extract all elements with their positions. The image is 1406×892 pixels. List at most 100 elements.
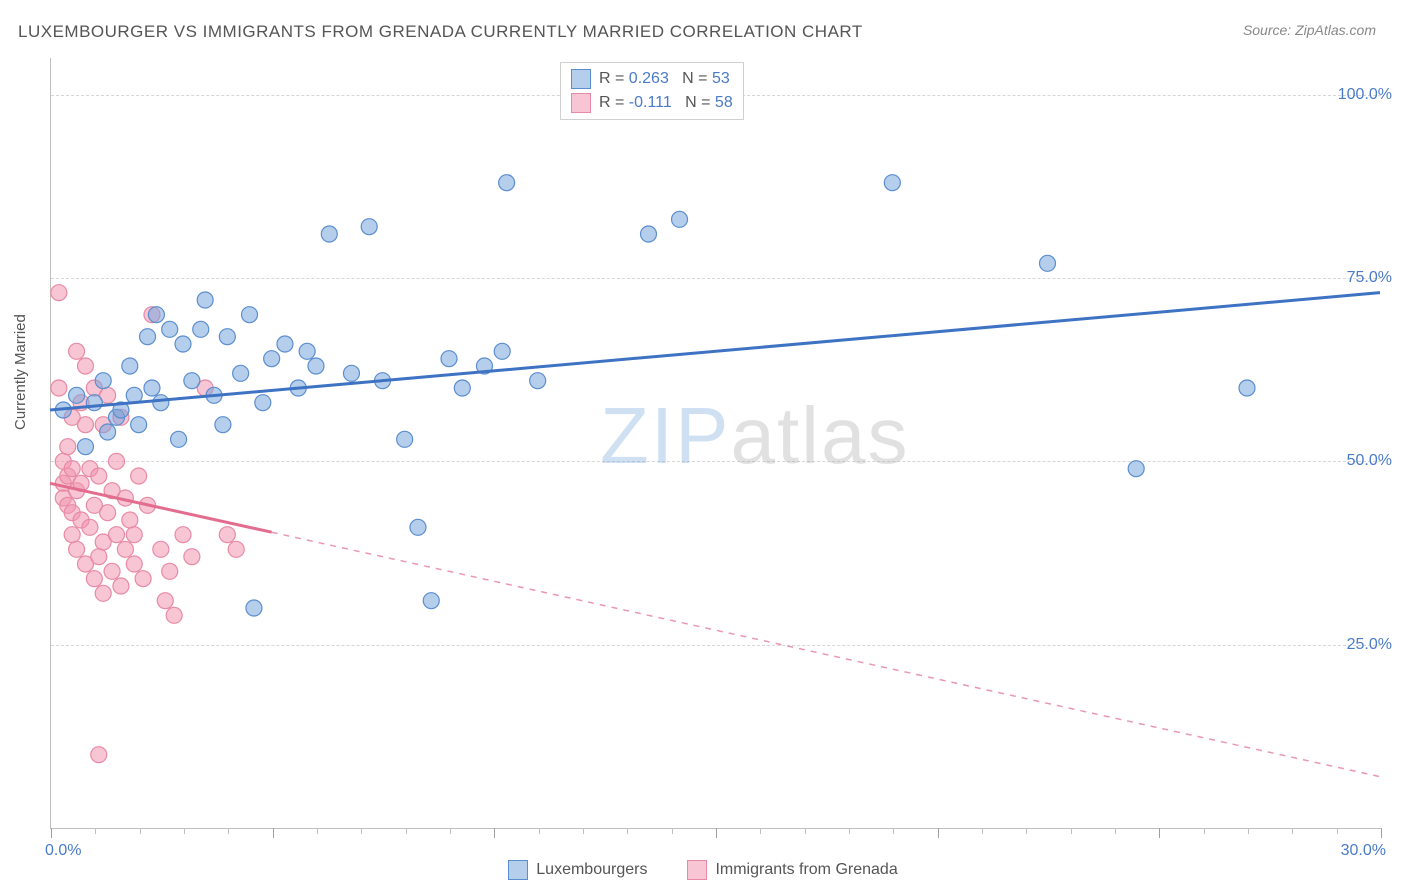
scatter-point xyxy=(423,593,439,609)
x-tick-major xyxy=(51,828,52,838)
x-tick-minor xyxy=(760,828,761,834)
scatter-point xyxy=(246,600,262,616)
x-tick-major xyxy=(494,828,495,838)
scatter-point xyxy=(51,285,67,301)
scatter-point xyxy=(91,549,107,565)
scatter-point xyxy=(69,343,85,359)
x-tick-minor xyxy=(228,828,229,834)
x-tick-minor xyxy=(1292,828,1293,834)
scatter-point xyxy=(277,336,293,352)
scatter-point xyxy=(233,365,249,381)
scatter-point xyxy=(166,607,182,623)
x-tick-minor xyxy=(317,828,318,834)
scatter-point xyxy=(175,336,191,352)
x-tick-major xyxy=(1159,828,1160,838)
scatter-point xyxy=(184,549,200,565)
legend-text: R = -0.111 N = 58 xyxy=(599,94,733,112)
scatter-point xyxy=(410,519,426,535)
scatter-point xyxy=(64,461,80,477)
legend-bottom-label: Luxembourgers xyxy=(536,861,647,879)
scatter-point xyxy=(162,321,178,337)
legend-top: R = 0.263 N = 53R = -0.111 N = 58 xyxy=(560,62,744,120)
scatter-point xyxy=(131,468,147,484)
scatter-point xyxy=(454,380,470,396)
x-tick-major xyxy=(1381,828,1382,838)
x-tick-minor xyxy=(184,828,185,834)
legend-bottom-item: Luxembourgers xyxy=(508,860,647,880)
x-tick-minor xyxy=(1337,828,1338,834)
scatter-point xyxy=(228,541,244,557)
scatter-point xyxy=(299,343,315,359)
scatter-point xyxy=(1239,380,1255,396)
scatter-point xyxy=(1040,255,1056,271)
legend-bottom-item: Immigrants from Grenada xyxy=(687,860,897,880)
legend-row: R = -0.111 N = 58 xyxy=(571,91,733,115)
scatter-point xyxy=(100,505,116,521)
scatter-point xyxy=(91,468,107,484)
chart-svg xyxy=(50,58,1380,828)
chart-title: LUXEMBOURGER VS IMMIGRANTS FROM GRENADA … xyxy=(18,22,863,42)
x-tick-label-left: 0.0% xyxy=(45,842,81,860)
scatter-point xyxy=(77,358,93,374)
scatter-point xyxy=(122,512,138,528)
scatter-point xyxy=(86,395,102,411)
scatter-point xyxy=(86,571,102,587)
scatter-point xyxy=(494,343,510,359)
scatter-point xyxy=(95,585,111,601)
scatter-point xyxy=(255,395,271,411)
x-tick-minor xyxy=(1248,828,1249,834)
scatter-point xyxy=(144,380,160,396)
scatter-point xyxy=(113,578,129,594)
y-axis-label: Currently Married xyxy=(12,314,29,430)
legend-swatch xyxy=(571,93,591,113)
legend-bottom-label: Immigrants from Grenada xyxy=(715,861,897,879)
scatter-point xyxy=(215,417,231,433)
legend-swatch xyxy=(508,860,528,880)
x-tick-minor xyxy=(1071,828,1072,834)
x-tick-minor xyxy=(583,828,584,834)
scatter-point xyxy=(51,380,67,396)
x-tick-minor xyxy=(1026,828,1027,834)
scatter-point xyxy=(162,563,178,579)
scatter-point xyxy=(361,219,377,235)
scatter-point xyxy=(148,307,164,323)
scatter-point xyxy=(60,439,76,455)
scatter-point xyxy=(135,571,151,587)
scatter-point xyxy=(441,351,457,367)
scatter-point xyxy=(109,527,125,543)
x-tick-minor xyxy=(1204,828,1205,834)
scatter-point xyxy=(153,541,169,557)
scatter-point xyxy=(122,358,138,374)
x-tick-minor xyxy=(361,828,362,834)
scatter-point xyxy=(91,747,107,763)
scatter-point xyxy=(100,424,116,440)
legend-swatch xyxy=(571,69,591,89)
scatter-point xyxy=(219,329,235,345)
scatter-point xyxy=(175,527,191,543)
scatter-point xyxy=(95,373,111,389)
x-tick-minor xyxy=(406,828,407,834)
scatter-point xyxy=(82,519,98,535)
scatter-point xyxy=(104,563,120,579)
scatter-point xyxy=(264,351,280,367)
x-tick-minor xyxy=(849,828,850,834)
scatter-point xyxy=(184,373,200,389)
scatter-point xyxy=(126,527,142,543)
scatter-point xyxy=(242,307,258,323)
x-tick-minor xyxy=(982,828,983,834)
scatter-point xyxy=(1128,461,1144,477)
y-tick-label: 25.0% xyxy=(1347,636,1392,654)
legend-swatch xyxy=(687,860,707,880)
scatter-point xyxy=(131,417,147,433)
source-label: Source: ZipAtlas.com xyxy=(1243,22,1376,38)
scatter-point xyxy=(77,417,93,433)
scatter-point xyxy=(64,527,80,543)
y-tick-label: 50.0% xyxy=(1347,452,1392,470)
x-tick-major xyxy=(938,828,939,838)
legend-bottom: Luxembourgers Immigrants from Grenada xyxy=(0,860,1406,880)
scatter-point xyxy=(884,175,900,191)
trend-line-dashed xyxy=(272,532,1380,776)
scatter-point xyxy=(157,593,173,609)
x-tick-minor xyxy=(1115,828,1116,834)
x-tick-minor xyxy=(893,828,894,834)
